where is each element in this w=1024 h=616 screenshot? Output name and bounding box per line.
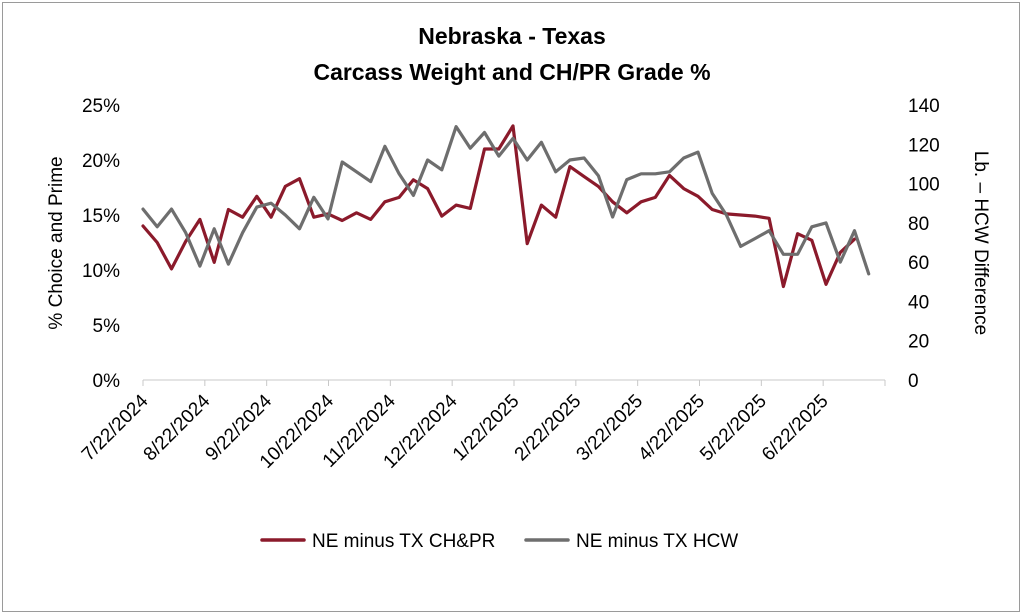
right-tick-label: 140 (908, 96, 940, 117)
right-tick-label: 60 (908, 253, 929, 274)
chart-subtitle: Carcass Weight and CH/PR Grade % (313, 59, 710, 85)
legend-label: NE minus TX CH&PR (312, 531, 495, 552)
x-tick-label: 5/22/2025 (696, 391, 771, 466)
left-tick-label: 15% (82, 206, 120, 227)
left-tick-label: 5% (93, 316, 121, 337)
left-tick-label: 10% (82, 261, 120, 282)
x-tick-label: 4/22/2025 (634, 391, 709, 466)
legend-label: NE minus TX HCW (576, 531, 738, 552)
x-tick-label: 2/22/2025 (511, 391, 586, 466)
legend: NE minus TX CH&PR NE minus TX HCW (260, 531, 738, 552)
right-tick-label: 20 (908, 332, 929, 353)
x-tick-label: 6/22/2025 (758, 391, 833, 466)
right-tick-label: 80 (908, 214, 929, 235)
x-tick-label: 3/22/2025 (573, 391, 648, 466)
left-axis-ticks: 0% 5% 10% 15% 20% 25% (82, 96, 120, 392)
left-tick-label: 20% (82, 151, 120, 172)
left-tick-label: 25% (82, 96, 120, 117)
x-tick-label: 1/22/2025 (449, 391, 524, 466)
left-tick-label: 0% (93, 371, 121, 392)
right-tick-label: 100 (908, 175, 940, 196)
chart-title: Nebraska - Texas (418, 23, 606, 49)
x-tick-label: 8/22/2024 (140, 390, 215, 465)
series-line-ne-minus-tx-ch-pr (141, 124, 857, 289)
right-tick-label: 40 (908, 292, 929, 313)
x-axis: 7/22/20248/22/20249/22/202410/22/202411/… (78, 379, 886, 473)
left-axis-title: % Choice and Prime (46, 156, 67, 329)
series-line-ne-minus-tx-hcw (141, 125, 871, 276)
right-axis-title: Lb. – HCW Difference (970, 151, 991, 335)
right-axis-ticks: 0 20 40 60 80 100 120 140 (908, 96, 940, 392)
right-tick-label: 120 (908, 135, 940, 156)
series-layer (141, 124, 871, 289)
x-tick-label: 7/22/2024 (78, 390, 153, 465)
right-tick-label: 0 (908, 371, 919, 392)
